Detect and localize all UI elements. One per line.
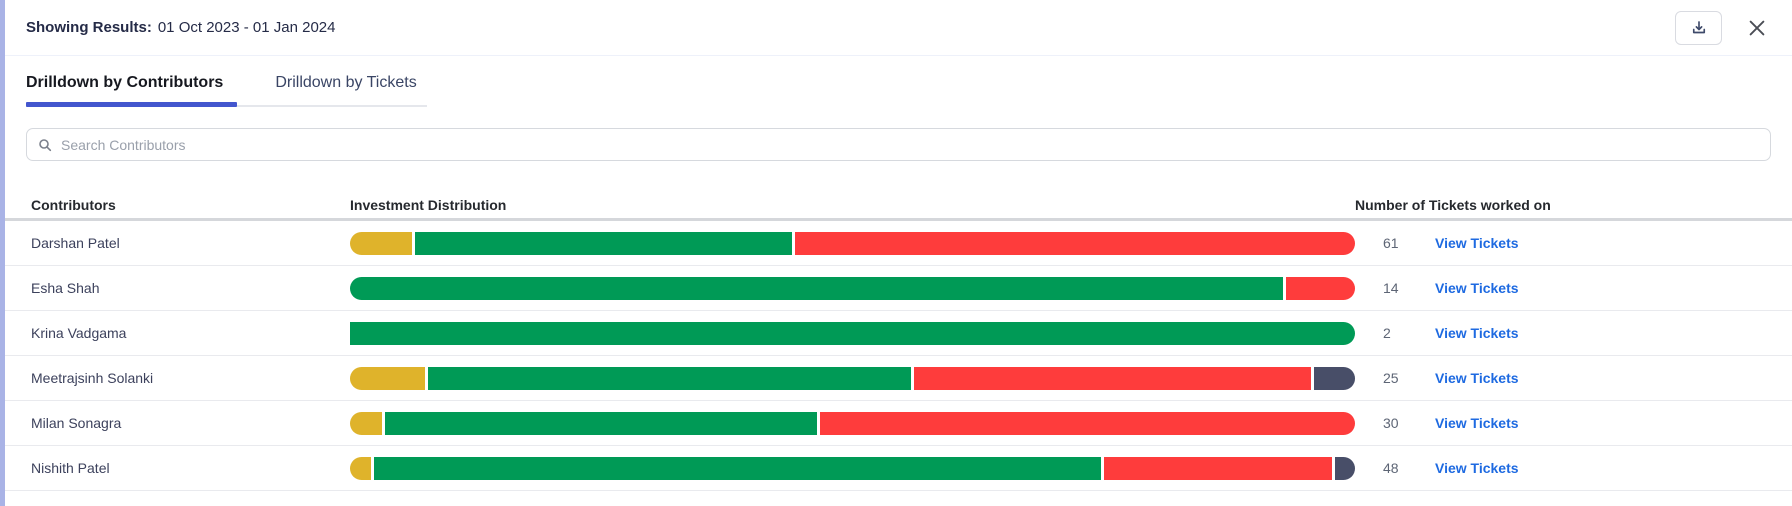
view-tickets-link[interactable]: View Tickets (1435, 235, 1519, 251)
bar-segment-green (374, 456, 1101, 480)
showing-results-value: 01 Oct 2023 - 01 Jan 2024 (157, 19, 336, 36)
download-icon (1690, 19, 1708, 37)
contributor-name: Krina Vadgama (31, 325, 127, 341)
ticket-count: 25 (1383, 370, 1399, 386)
investment-bar (350, 366, 1355, 390)
showing-results: Showing Results: 01 Oct 2023 - 01 Jan 202… (26, 19, 335, 36)
search-icon (37, 137, 53, 153)
view-tickets-link[interactable]: View Tickets (1435, 415, 1519, 431)
tickets-cell: 2 View Tickets (1355, 325, 1766, 341)
tab-drilldown-by-tickets[interactable]: Drilldown by Tickets (267, 74, 426, 105)
bar-segment-red (913, 366, 1311, 390)
download-button[interactable] (1675, 10, 1722, 45)
top-header-bar: Showing Results: 01 Oct 2023 - 01 Jan 202… (5, 0, 1792, 56)
tickets-cell: 14 View Tickets (1355, 280, 1766, 296)
investment-bar (350, 456, 1355, 480)
contributor-name: Darshan Patel (31, 235, 120, 251)
bar-segment-red (1103, 456, 1332, 480)
view-tickets-link[interactable]: View Tickets (1435, 280, 1519, 296)
tickets-cell: 30 View Tickets (1355, 415, 1766, 431)
investment-bar (350, 231, 1355, 255)
bar-segment-dark (1313, 366, 1355, 390)
bar-segment-yellow (350, 456, 372, 480)
ticket-count: 30 (1383, 415, 1399, 431)
table-row: Milan Sonagra 30 View Tickets (5, 401, 1792, 446)
contributor-name: Meetrajsinh Solanki (31, 370, 154, 386)
bar-segment-green (350, 276, 1283, 300)
contributor-name: Nishith Patel (31, 460, 110, 476)
bar-segment-green (428, 366, 911, 390)
bar-segment-yellow (350, 411, 383, 435)
contributor-name: Esha Shah (31, 280, 100, 296)
ticket-count: 2 (1383, 325, 1391, 341)
view-tickets-link[interactable]: View Tickets (1435, 370, 1519, 386)
tickets-cell: 25 View Tickets (1355, 370, 1766, 386)
table-row: Darshan Patel 61 View Tickets (5, 221, 1792, 266)
tickets-cell: 48 View Tickets (1355, 460, 1766, 476)
bar-segment-red (1285, 276, 1355, 300)
column-header-investment-distribution: Investment Distribution (350, 196, 507, 213)
topbar-actions (1675, 10, 1768, 45)
tickets-cell: 61 View Tickets (1355, 235, 1766, 251)
table-row: Nishith Patel 48 View Tickets (5, 446, 1792, 491)
tab-label: Drilldown by Tickets (275, 74, 417, 91)
showing-results-label: Showing Results: (26, 19, 152, 36)
contributors-table: Contributors Investment Distribution Num… (5, 191, 1792, 491)
column-header-contributors: Contributors (31, 196, 116, 213)
contributor-name: Milan Sonagra (31, 415, 122, 431)
view-tickets-link[interactable]: View Tickets (1435, 325, 1519, 341)
tabs-bar: Drilldown by Contributors Drilldown by T… (5, 56, 1792, 107)
ticket-count: 61 (1383, 235, 1399, 251)
close-icon (1746, 17, 1768, 39)
bar-segment-dark (1334, 456, 1355, 480)
bar-segment-green (385, 411, 818, 435)
bar-segment-yellow (350, 231, 413, 255)
ticket-count: 14 (1383, 280, 1399, 296)
table-row: Meetrajsinh Solanki 25 View Tickets (5, 356, 1792, 401)
search-contributors-box (26, 128, 1771, 161)
tab-drilldown-by-contributors[interactable]: Drilldown by Contributors (26, 74, 238, 107)
investment-bar (350, 321, 1355, 345)
view-tickets-link[interactable]: View Tickets (1435, 460, 1519, 476)
bar-segment-green (350, 321, 1355, 345)
close-button[interactable] (1746, 17, 1768, 39)
bar-segment-yellow (350, 366, 426, 390)
table-header-row: Contributors Investment Distribution Num… (5, 191, 1792, 221)
table-row: Esha Shah 14 View Tickets (5, 266, 1792, 311)
table-row: Krina Vadgama 2 View Tickets (5, 311, 1792, 356)
table-body: Darshan Patel 61 View Tickets Esha Shah … (5, 221, 1792, 491)
search-input[interactable] (61, 136, 1760, 153)
investment-bar (350, 411, 1355, 435)
investment-bar (350, 276, 1355, 300)
bar-segment-red (795, 231, 1355, 255)
column-header-number-of-tickets: Number of Tickets worked on (1355, 196, 1551, 213)
bar-segment-green (415, 231, 793, 255)
bar-segment-red (820, 411, 1355, 435)
tab-label: Drilldown by Contributors (26, 74, 224, 91)
ticket-count: 48 (1383, 460, 1399, 476)
